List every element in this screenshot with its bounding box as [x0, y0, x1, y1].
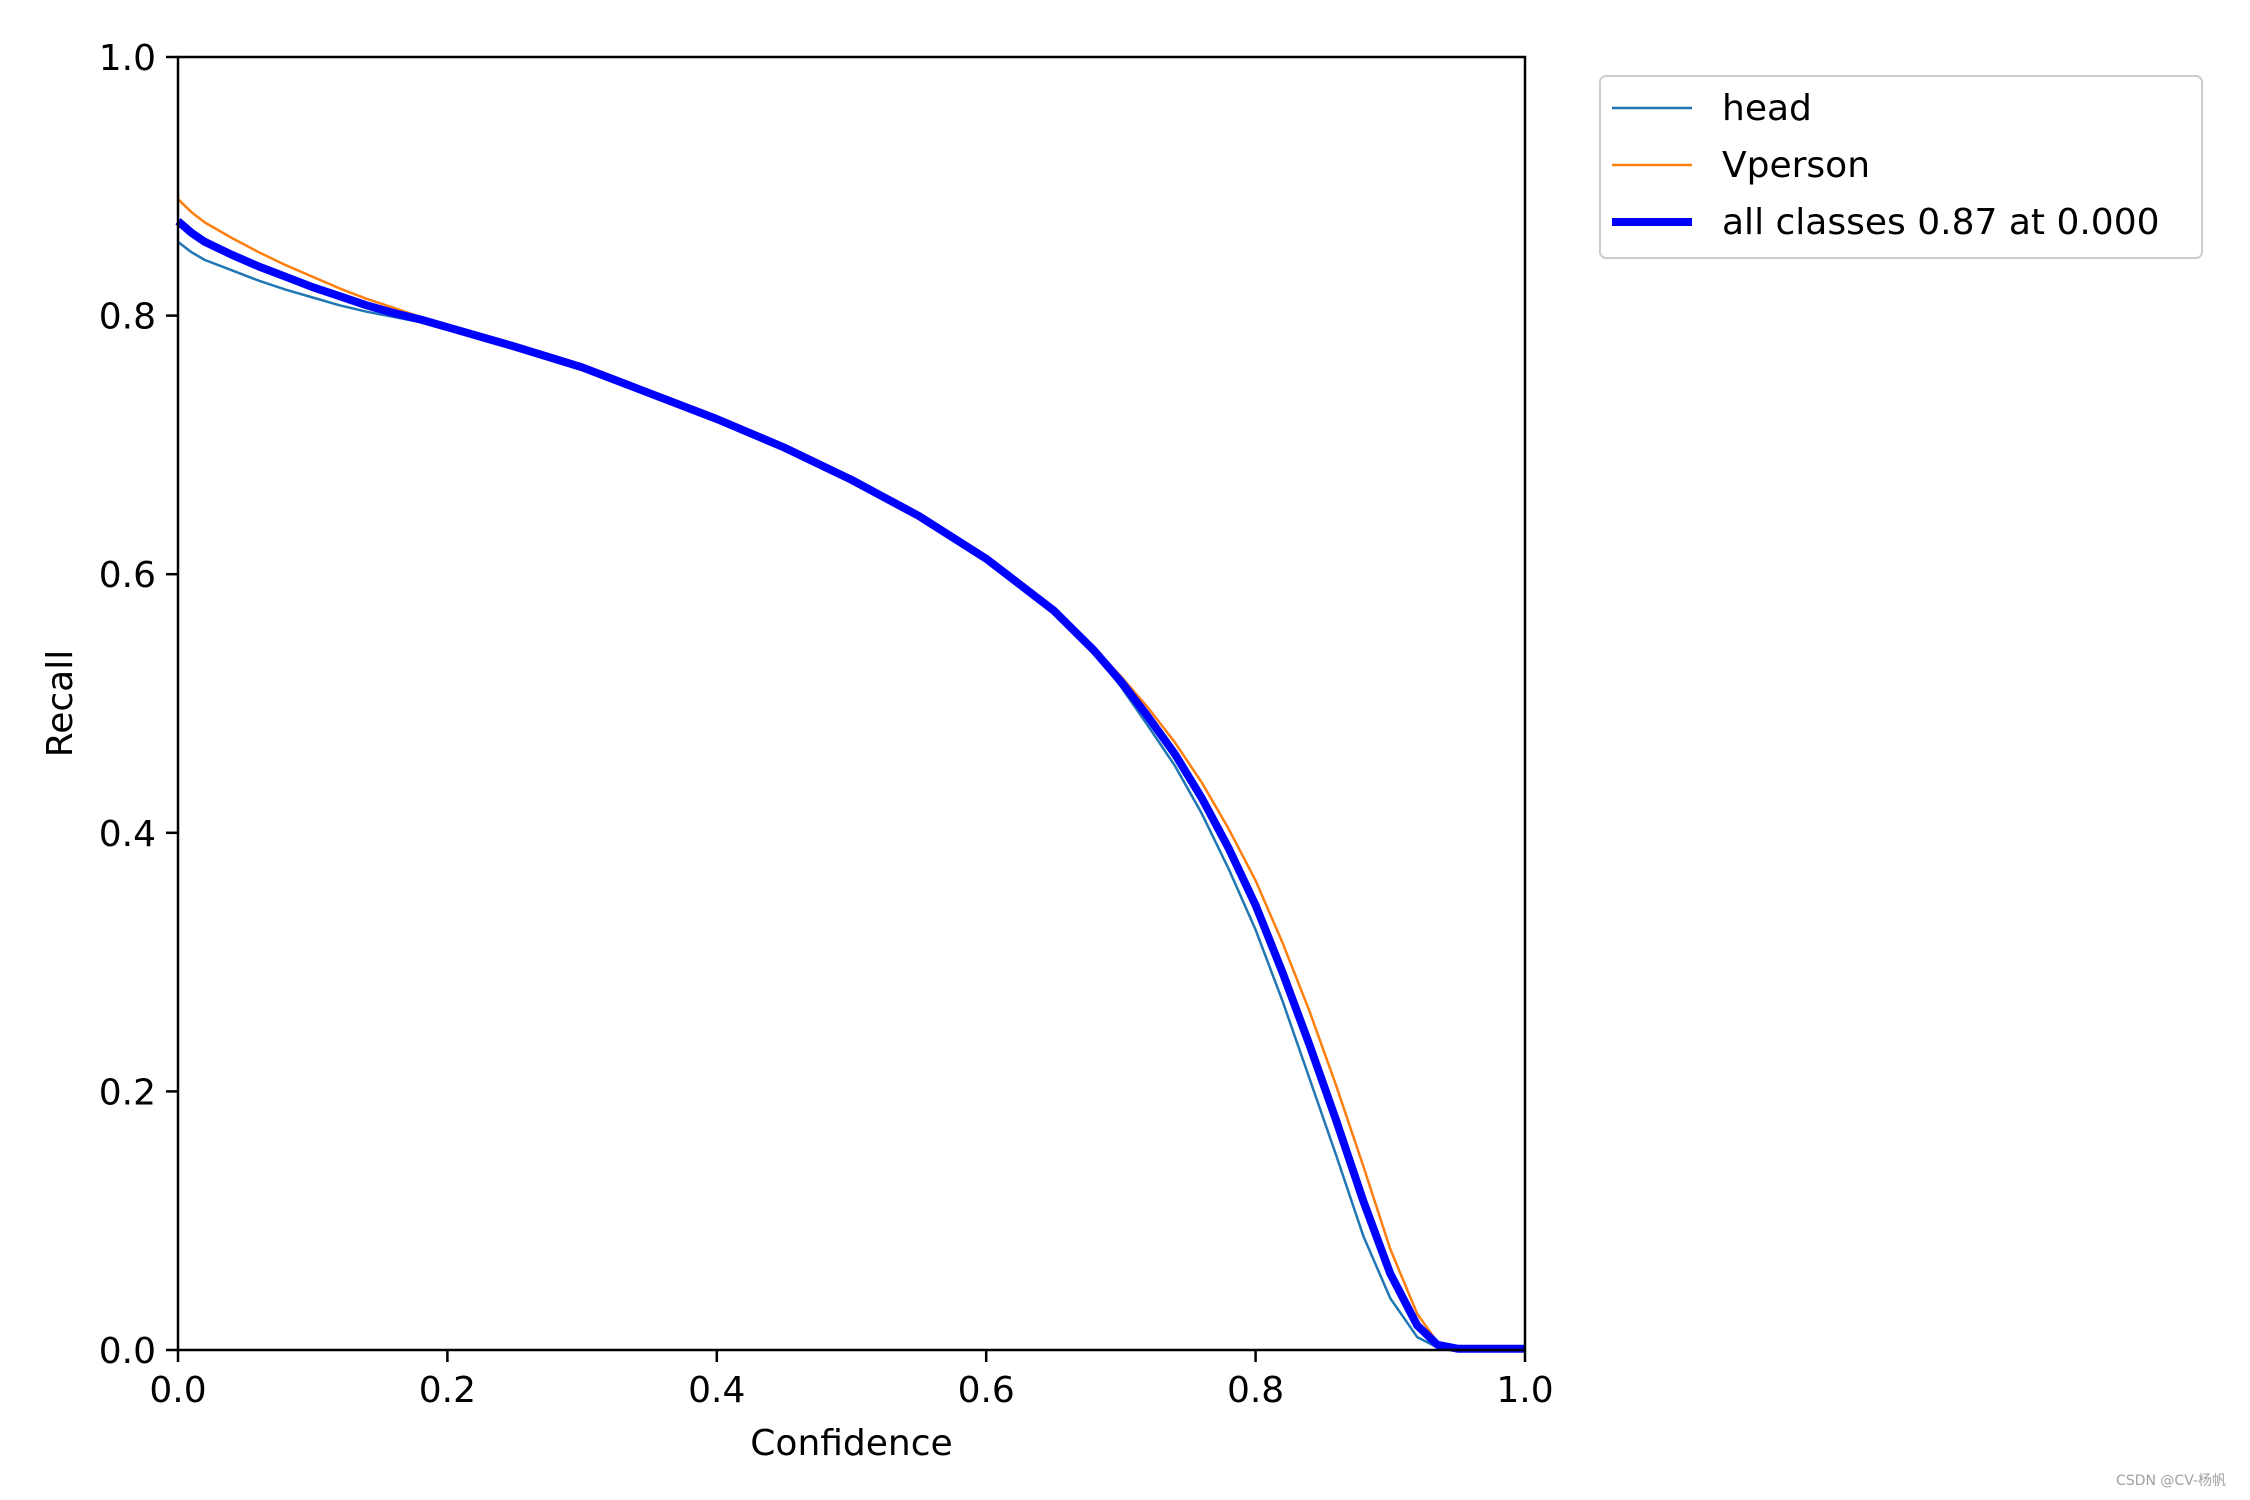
y-tick-label: 1.0: [99, 38, 156, 79]
y-tick-label: 0.2: [99, 1072, 156, 1113]
x-tick-label: 0.4: [688, 1370, 745, 1411]
plot-area-frame: [176, 55, 1527, 1352]
y-tick-label: 0.8: [99, 297, 156, 338]
legend-box: [1599, 75, 2203, 259]
series-line-2: [177, 198, 1525, 1350]
series-line-1: [177, 240, 1525, 1350]
series-line-3: [175, 218, 1525, 1353]
legend-items: head Vperson all classes 0.87 at 0.000: [1612, 88, 2160, 243]
legend-label-3: all classes 0.87 at 0.000: [1722, 202, 2160, 243]
x-tick-label: 0.8: [1227, 1370, 1284, 1411]
legend: head Vperson all classes 0.87 at 0.000: [1599, 75, 2203, 259]
x-tick-label: 0.6: [958, 1370, 1015, 1411]
x-tick-label: 0.2: [419, 1370, 476, 1411]
series-layer: [175, 198, 1525, 1353]
y-tick-label: 0.6: [99, 555, 156, 596]
y-axis-label: Recall: [40, 650, 81, 757]
watermark-text: CSDN @CV-杨帆: [2116, 1473, 2226, 1489]
legend-label-2: Vperson: [1722, 145, 1870, 186]
x-tick-label: 0.0: [149, 1370, 206, 1411]
y-tick-label: 0.0: [99, 1331, 156, 1372]
x-axis-ticks: 0.0 0.2 0.4 0.6 0.8 1.0: [149, 1350, 1554, 1411]
x-axis-label: Confidence: [750, 1423, 952, 1464]
x-tick-label: 1.0: [1496, 1370, 1553, 1411]
legend-label-1: head: [1722, 88, 1812, 129]
y-tick-label: 0.4: [99, 814, 156, 855]
y-axis-ticks: 0.0 0.2 0.4 0.6 0.8 1.0: [99, 38, 178, 1372]
